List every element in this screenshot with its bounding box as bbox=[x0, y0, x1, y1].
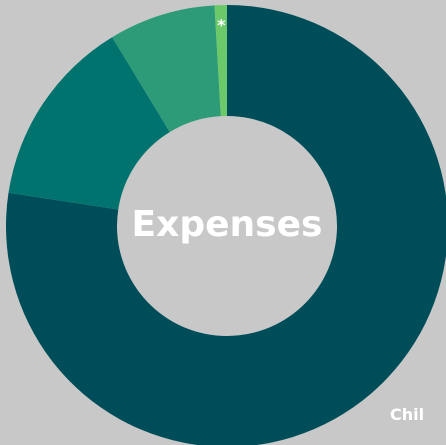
segment-label: Chil bbox=[390, 405, 424, 424]
chart-title: Expenses bbox=[132, 204, 323, 245]
segment-label: * bbox=[217, 16, 226, 35]
donut-segment bbox=[214, 5, 227, 117]
donut-segment bbox=[6, 5, 446, 445]
donut-segment bbox=[112, 5, 221, 133]
donut-segment bbox=[8, 37, 170, 210]
